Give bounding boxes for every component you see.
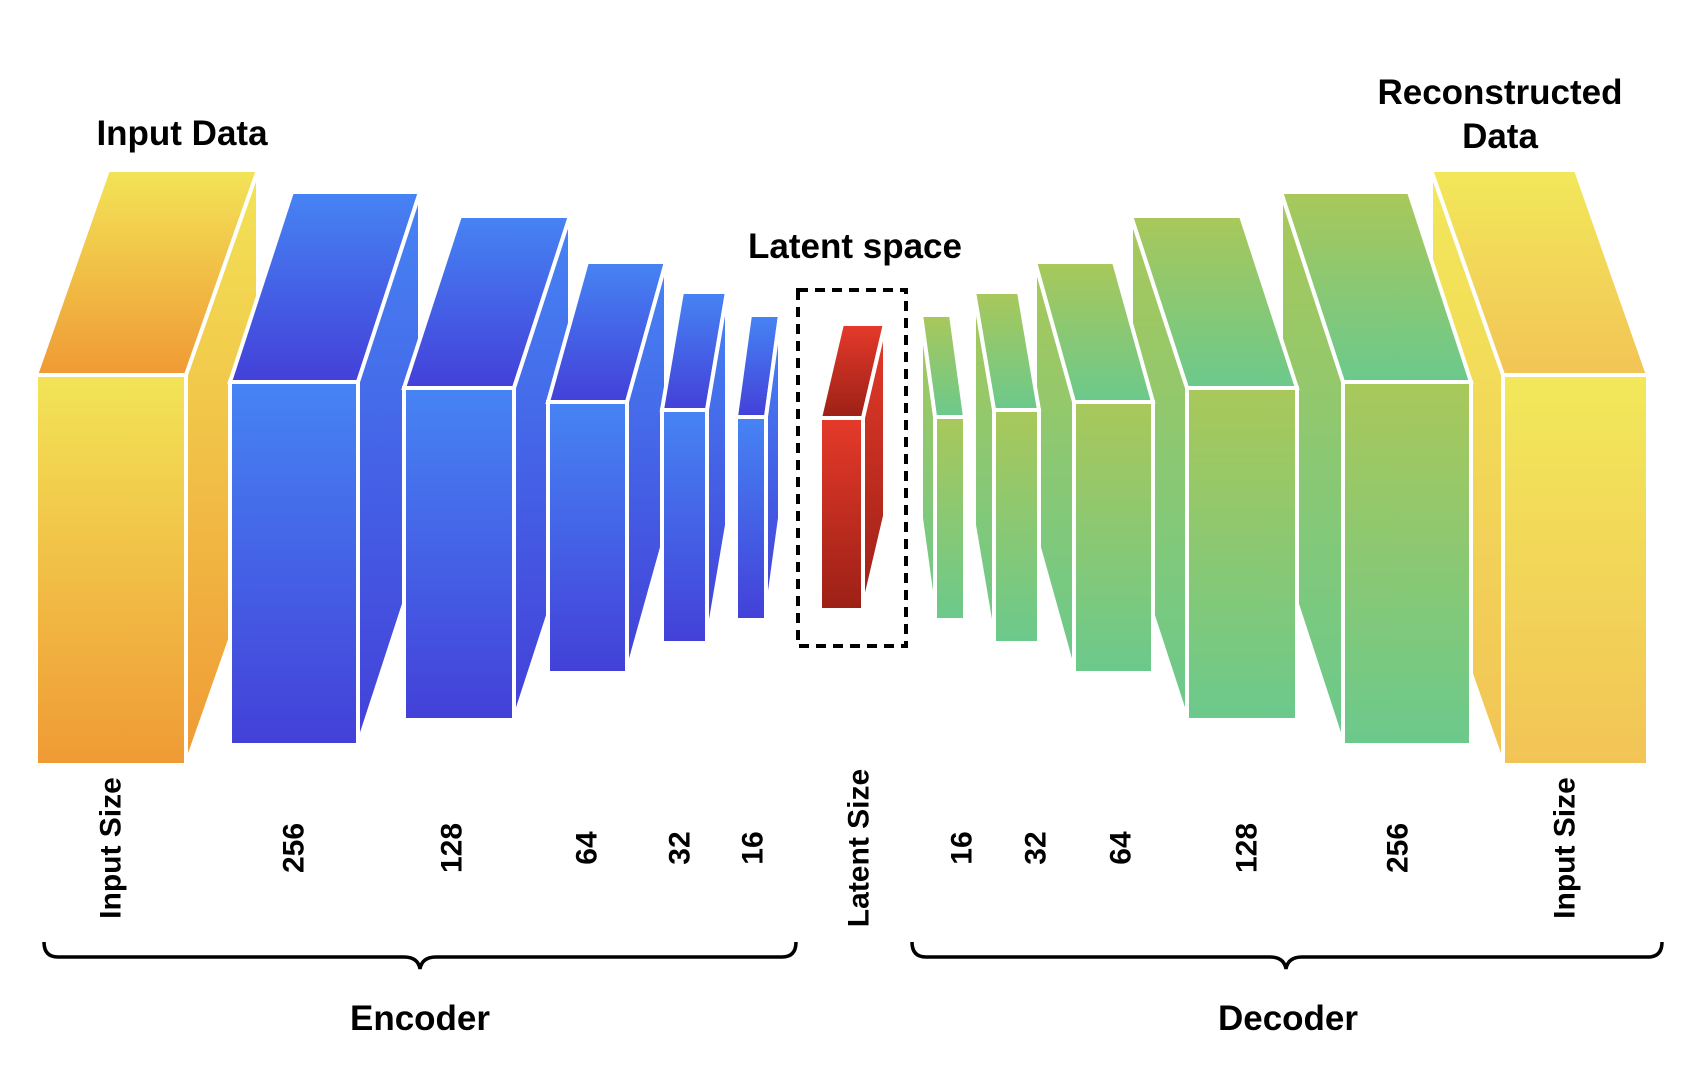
encoder-block-16 bbox=[733, 313, 783, 622]
decoder-dim-label: Input Size bbox=[1549, 777, 1582, 919]
decoder-dim-label: 128 bbox=[1231, 823, 1264, 873]
encoder-dim-label: 64 bbox=[571, 831, 604, 865]
decoder-block-16-front bbox=[933, 415, 967, 622]
encoder-dim-label: Input Size bbox=[95, 777, 128, 919]
reconstructed-data-title-line2: Data bbox=[1462, 117, 1538, 156]
decoder-label: Decoder bbox=[1218, 999, 1358, 1038]
input-block bbox=[33, 168, 261, 767]
decoder-block-32-front bbox=[992, 408, 1041, 645]
encoder-block-256 bbox=[227, 190, 423, 747]
latent-space-box bbox=[796, 288, 908, 648]
decoder-block-256-front bbox=[1341, 380, 1473, 747]
encoder-block-256-front bbox=[228, 380, 360, 747]
decoder-block-32 bbox=[971, 290, 1042, 645]
reconstructed-data-title-line1: Reconstructed bbox=[1377, 73, 1622, 112]
layer-blocks bbox=[33, 168, 1651, 767]
input-data-title: Input Data bbox=[96, 114, 268, 153]
input-block-front bbox=[34, 373, 188, 767]
decoder-dim-label: 256 bbox=[1382, 823, 1415, 873]
decoder-dim-label: 32 bbox=[1020, 831, 1053, 864]
decoder-dim-label: 16 bbox=[946, 831, 979, 864]
dimension-labels: Input Size 256 128 64 32 16 Latent Size 16 32 64 1… bbox=[95, 769, 1582, 927]
latent-space-title: Latent space bbox=[748, 227, 962, 266]
encoder-block-128 bbox=[401, 214, 573, 722]
decoder-brace bbox=[910, 941, 1664, 970]
decoder-block-16 bbox=[918, 313, 968, 622]
latent-block-front bbox=[818, 416, 865, 612]
decoder-dim-label: 64 bbox=[1105, 831, 1138, 865]
decoder-block-64-front bbox=[1072, 400, 1155, 675]
encoder-block-128-front bbox=[402, 386, 516, 722]
encoder-block-16-front bbox=[734, 415, 768, 622]
encoder-dim-label: 256 bbox=[278, 823, 311, 873]
encoder-block-32-front bbox=[660, 408, 709, 645]
encoder-brace bbox=[42, 941, 798, 970]
decoder-block-128 bbox=[1128, 214, 1300, 722]
encoder-block-32 bbox=[659, 290, 730, 645]
output-block-front bbox=[1501, 373, 1650, 767]
encoder-block-64-front bbox=[546, 400, 629, 675]
encoder-dim-label: 32 bbox=[664, 831, 697, 864]
latent-block bbox=[817, 322, 888, 612]
encoder-dim-label: 16 bbox=[737, 831, 770, 864]
latent-dim-label: Latent Size bbox=[843, 769, 876, 927]
encoder-dim-label: 128 bbox=[436, 823, 469, 873]
decoder-block-128-front bbox=[1185, 386, 1299, 722]
encoder-label: Encoder bbox=[350, 999, 490, 1038]
decoder-block-64 bbox=[1032, 260, 1156, 675]
encoder-block-64 bbox=[545, 260, 669, 675]
decoder-block-256 bbox=[1278, 190, 1474, 747]
